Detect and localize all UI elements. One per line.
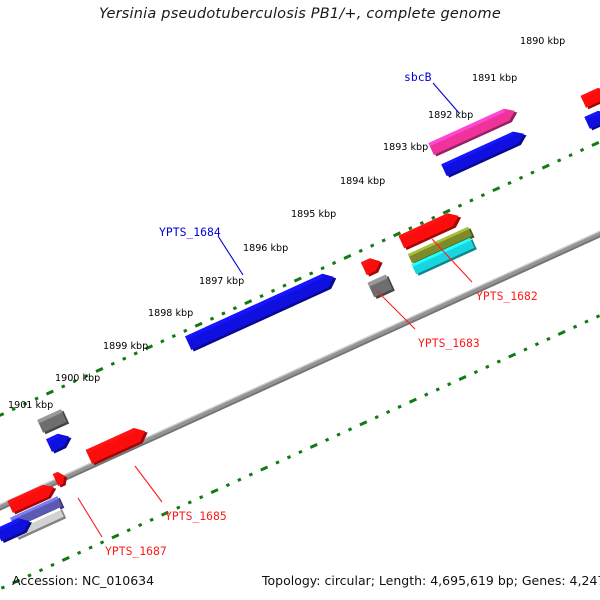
tick-label-1892: 1892 kbp [428, 110, 474, 121]
tick-label-1890: 1890 kbp [520, 36, 566, 47]
gene-features [0, 84, 600, 544]
tick-label-1893: 1893 kbp [383, 142, 429, 153]
gene-feature[interactable] [584, 106, 600, 131]
gene-feature[interactable] [441, 127, 529, 178]
genome-axis-line [0, 230, 600, 511]
page-title: Yersinia pseudotuberculosis PB1/+, compl… [99, 6, 501, 22]
tick-label-1897: 1897 kbp [199, 276, 245, 287]
gene-feature[interactable] [7, 480, 59, 515]
tick-label-1895: 1895 kbp [291, 209, 337, 220]
leader-line-ypts_1684 [217, 235, 244, 276]
leader-line-ypts_1683 [376, 290, 416, 330]
gene-feature[interactable] [0, 514, 35, 544]
gene-label-ypts_1685[interactable]: YPTS_1685 [165, 509, 227, 523]
leader-line-sbcb [432, 82, 460, 114]
gene-label-sbcb[interactable]: sbcB [404, 70, 432, 84]
gene-label-ypts_1684[interactable]: YPTS_1684 [159, 225, 221, 239]
gene-feature[interactable] [360, 254, 386, 277]
gene-label-ypts_1682[interactable]: YPTS_1682 [476, 289, 538, 303]
gene-feature[interactable] [46, 429, 74, 454]
accession-text: Accession: NC_010634 [12, 573, 155, 588]
gene-feature[interactable] [407, 226, 475, 265]
gene-feature[interactable] [367, 274, 395, 300]
gene-feature[interactable] [398, 209, 464, 251]
genome-stats-text: Topology: circular; Length: 4,695,619 bp… [262, 573, 600, 588]
leader-line-ypts_1687 [77, 497, 103, 538]
guide-line-upper [0, 141, 600, 417]
tick-label-1894: 1894 kbp [340, 176, 386, 187]
gene-feature[interactable] [85, 424, 151, 466]
tick-label-1901: 1901 kbp [8, 400, 54, 411]
gene-feature[interactable] [37, 409, 70, 435]
tick-label-1891: 1891 kbp [472, 73, 518, 84]
gene-feature[interactable] [428, 104, 520, 157]
tick-label-1898: 1898 kbp [148, 308, 194, 319]
leader-line-ypts_1685 [134, 465, 163, 503]
guide-line-lower [0, 314, 600, 590]
tick-label-1899: 1899 kbp [103, 341, 149, 352]
gene-feature[interactable] [185, 269, 339, 352]
label-leader-lines [77, 82, 473, 538]
tick-label-1896: 1896 kbp [243, 243, 289, 254]
gene-label-ypts_1683[interactable]: YPTS_1683 [418, 336, 480, 350]
tick-label-1900: 1900 kbp [55, 373, 101, 384]
gene-label-ypts_1687[interactable]: YPTS_1687 [105, 544, 167, 558]
leader-line-ypts_1682 [431, 238, 473, 283]
gene-feature[interactable] [580, 84, 600, 110]
gene-feature[interactable] [411, 237, 477, 276]
gene-feature[interactable] [52, 469, 70, 488]
